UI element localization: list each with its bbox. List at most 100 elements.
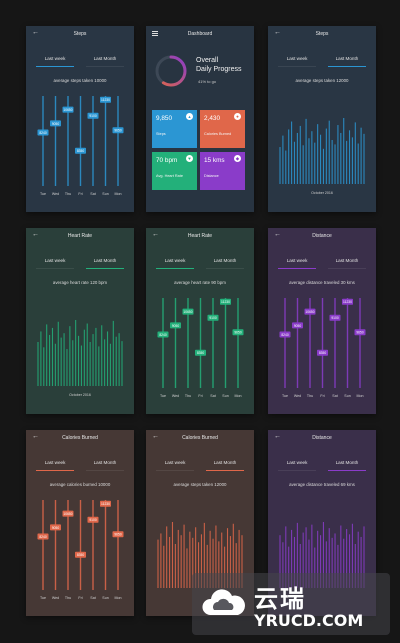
day-bar bbox=[311, 524, 313, 588]
back-arrow-icon[interactable]: ← bbox=[152, 433, 159, 440]
tab-last-week[interactable]: Last week bbox=[274, 460, 320, 471]
tile-label: Distance bbox=[204, 174, 219, 178]
tile-distance[interactable]: 15 kms Distance ◆ bbox=[200, 152, 245, 190]
tab-last-week[interactable]: Last week bbox=[32, 460, 78, 471]
tab-last-week[interactable]: Last week bbox=[152, 258, 198, 269]
day-bar bbox=[322, 522, 324, 588]
tile-value: 15 kms bbox=[204, 157, 225, 164]
day-bar bbox=[308, 539, 310, 588]
back-arrow-icon[interactable]: ← bbox=[274, 29, 281, 36]
day-label: Tue bbox=[40, 596, 46, 600]
day-bar bbox=[92, 334, 94, 386]
back-arrow-icon[interactable]: ← bbox=[32, 29, 39, 36]
tab-label: Last Month bbox=[335, 56, 359, 61]
tab-label: Last week bbox=[164, 258, 186, 263]
tab-last-week[interactable]: Last week bbox=[32, 258, 78, 269]
chart: 8240 Tue 9050 Wed 10650 Thu 8350 Fri 9100 Sat 1123… bbox=[37, 500, 124, 600]
day-bar bbox=[160, 533, 162, 588]
tab-underline bbox=[205, 268, 244, 269]
day-bar bbox=[334, 533, 336, 588]
value-label: 9100 bbox=[209, 316, 217, 320]
day-label: Tue bbox=[40, 192, 46, 196]
month-label: October 2016 bbox=[311, 191, 333, 195]
day-bar bbox=[328, 528, 330, 588]
menu-icon[interactable] bbox=[152, 31, 158, 38]
value-label: 10650 bbox=[63, 108, 72, 112]
day-bar bbox=[206, 544, 208, 588]
tab-underline bbox=[327, 66, 366, 67]
day-bar bbox=[221, 532, 223, 588]
tab-last-month[interactable]: Last Month bbox=[202, 258, 248, 269]
tab-last-month[interactable]: Last Month bbox=[82, 56, 128, 67]
tile-steps[interactable]: 9,850 Steps ▴ bbox=[152, 110, 197, 148]
tab-underline bbox=[36, 268, 75, 269]
tab-label: Last Month bbox=[93, 258, 117, 263]
tab-underline bbox=[85, 66, 124, 67]
back-arrow-icon[interactable]: ← bbox=[32, 433, 39, 440]
progress-caption: 41% to go bbox=[198, 79, 217, 84]
day-bar bbox=[106, 331, 109, 386]
day-bar bbox=[166, 526, 168, 588]
back-arrow-icon[interactable]: ← bbox=[32, 231, 39, 238]
day-label: Fri bbox=[198, 394, 202, 398]
value-tag bbox=[279, 331, 291, 338]
tile-avg-heart-rate[interactable]: 70 bpm Avg. Heart Rate ♥ bbox=[152, 152, 197, 190]
value-tag bbox=[220, 298, 231, 305]
day-bar bbox=[282, 135, 284, 184]
day-bar bbox=[57, 321, 59, 386]
tab-last-month[interactable]: Last Month bbox=[324, 460, 370, 471]
tab-label: Last Month bbox=[335, 460, 359, 465]
tab-last-week[interactable]: Last week bbox=[274, 258, 320, 269]
day-bar bbox=[279, 147, 281, 184]
value-label: 10650 bbox=[183, 310, 192, 314]
tab-last-month[interactable]: Last Month bbox=[324, 56, 370, 67]
tab-last-week[interactable]: Last week bbox=[32, 56, 78, 67]
shoe-icon: ▴ bbox=[186, 113, 193, 120]
day-label: Tue bbox=[282, 394, 288, 398]
day-label: Thu bbox=[65, 192, 71, 196]
day-bar bbox=[83, 329, 85, 386]
tab-last-week[interactable]: Last week bbox=[274, 56, 320, 67]
average-summary: average steps taken 12000 bbox=[173, 482, 227, 487]
screen-steps-week: ← Steps Last week Last Month average steps t… bbox=[26, 26, 134, 212]
day-bar bbox=[320, 134, 322, 184]
value-label: 9050 bbox=[52, 526, 60, 530]
tab-last-week[interactable]: Last week bbox=[152, 460, 198, 471]
day-bar bbox=[340, 525, 342, 588]
value-tag bbox=[112, 127, 124, 134]
tab-underline bbox=[278, 268, 317, 269]
tab-last-month[interactable]: Last Month bbox=[324, 258, 370, 269]
back-arrow-icon[interactable]: ← bbox=[274, 433, 281, 440]
day-label: Mon bbox=[357, 394, 364, 398]
screen-header: ← Calories Burned bbox=[146, 430, 254, 447]
value-tag bbox=[50, 120, 61, 127]
day-bar bbox=[238, 529, 240, 588]
tab-last-month[interactable]: Last Month bbox=[202, 460, 248, 471]
back-arrow-icon[interactable]: ← bbox=[152, 231, 159, 238]
day-bar bbox=[331, 140, 333, 184]
back-arrow-icon[interactable]: ← bbox=[274, 231, 281, 238]
day-bar bbox=[314, 547, 316, 588]
day-bar bbox=[320, 535, 322, 588]
tile-calories-burned[interactable]: 2,430 Calories Burned ● bbox=[200, 110, 245, 148]
tab-underline bbox=[156, 268, 195, 269]
value-label: 10650 bbox=[305, 310, 314, 314]
day-bar bbox=[43, 347, 45, 386]
tab-last-month[interactable]: Last Month bbox=[82, 258, 128, 269]
day-label: Sat bbox=[210, 394, 215, 398]
day-bar bbox=[49, 334, 51, 386]
tab-label: Last Month bbox=[213, 460, 237, 465]
day-bar bbox=[66, 349, 68, 386]
value-tag bbox=[37, 533, 49, 540]
day-bar bbox=[282, 542, 284, 588]
day-bar bbox=[363, 133, 365, 184]
period-tabs: Last week Last Month bbox=[274, 258, 370, 270]
tab-last-month[interactable]: Last Month bbox=[82, 460, 128, 471]
screen-header: ← Heart Rate bbox=[26, 228, 134, 245]
day-bar bbox=[346, 529, 348, 588]
value-label: 9650 bbox=[114, 129, 122, 133]
day-bar bbox=[305, 527, 307, 588]
day-bar bbox=[37, 342, 39, 386]
day-bar bbox=[86, 323, 88, 386]
chart bbox=[157, 522, 243, 588]
